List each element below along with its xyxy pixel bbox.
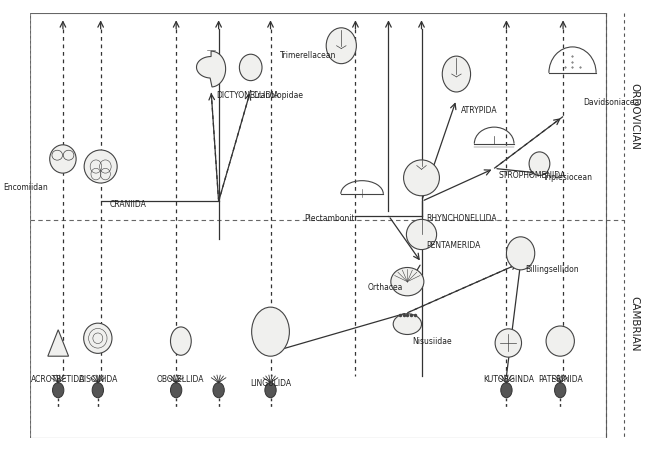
Text: ATRYPIDA: ATRYPIDA bbox=[461, 106, 498, 115]
Text: DISCINIDA: DISCINIDA bbox=[78, 375, 118, 384]
Ellipse shape bbox=[500, 382, 512, 398]
Ellipse shape bbox=[326, 28, 356, 64]
Text: DICTYONELLIDIA: DICTYONELLIDIA bbox=[216, 91, 279, 100]
Text: PATERINIDA: PATERINIDA bbox=[538, 375, 582, 384]
Ellipse shape bbox=[393, 314, 421, 335]
Text: PENTAMERIDA: PENTAMERIDA bbox=[426, 241, 480, 250]
Text: Cranolopidae: Cranolopidae bbox=[253, 91, 304, 100]
Text: KUTORGINDA: KUTORGINDA bbox=[483, 375, 534, 384]
Ellipse shape bbox=[84, 150, 117, 183]
Text: ACROTRETIDA: ACROTRETIDA bbox=[31, 375, 85, 384]
Ellipse shape bbox=[49, 145, 76, 173]
Ellipse shape bbox=[554, 382, 566, 398]
Ellipse shape bbox=[52, 150, 62, 160]
Ellipse shape bbox=[53, 382, 64, 398]
Ellipse shape bbox=[529, 152, 550, 175]
Text: Billingsellidon: Billingsellidon bbox=[525, 265, 579, 274]
Text: RHYNCHONELLIDA: RHYNCHONELLIDA bbox=[426, 214, 497, 223]
Ellipse shape bbox=[506, 237, 535, 270]
Ellipse shape bbox=[391, 267, 424, 296]
Ellipse shape bbox=[442, 56, 471, 92]
Ellipse shape bbox=[84, 323, 112, 354]
Ellipse shape bbox=[63, 150, 74, 160]
Ellipse shape bbox=[252, 307, 289, 356]
Text: Davidsoniacea: Davidsoniacea bbox=[583, 98, 639, 107]
Ellipse shape bbox=[170, 382, 182, 398]
Ellipse shape bbox=[265, 382, 276, 398]
Ellipse shape bbox=[406, 219, 437, 249]
Text: CRANIIDA: CRANIIDA bbox=[110, 200, 147, 209]
Text: Triplesiocean: Triplesiocean bbox=[543, 173, 593, 182]
Text: ORDOVICIAN: ORDOVICIAN bbox=[630, 83, 640, 150]
Text: Plectambonit.: Plectambonit. bbox=[304, 214, 358, 223]
Text: STROPHOMENIDA: STROPHOMENIDA bbox=[499, 171, 566, 180]
PathPatch shape bbox=[48, 330, 68, 356]
Text: CAMBRIAN: CAMBRIAN bbox=[630, 296, 640, 352]
Text: LINGULIDA: LINGULIDA bbox=[250, 379, 291, 388]
Text: Orthacea: Orthacea bbox=[367, 283, 402, 292]
Ellipse shape bbox=[239, 54, 262, 81]
Ellipse shape bbox=[92, 382, 103, 398]
Ellipse shape bbox=[495, 329, 521, 357]
Text: Nisusiidae: Nisusiidae bbox=[412, 336, 452, 345]
Ellipse shape bbox=[546, 326, 575, 356]
Text: OBOLELLIDA: OBOLELLIDA bbox=[157, 375, 205, 384]
Ellipse shape bbox=[404, 160, 439, 196]
Ellipse shape bbox=[170, 327, 191, 355]
PathPatch shape bbox=[196, 51, 226, 87]
Text: Encomiidan: Encomiidan bbox=[3, 183, 48, 192]
Ellipse shape bbox=[213, 382, 224, 398]
Text: Trimerellacean: Trimerellacean bbox=[280, 51, 337, 60]
